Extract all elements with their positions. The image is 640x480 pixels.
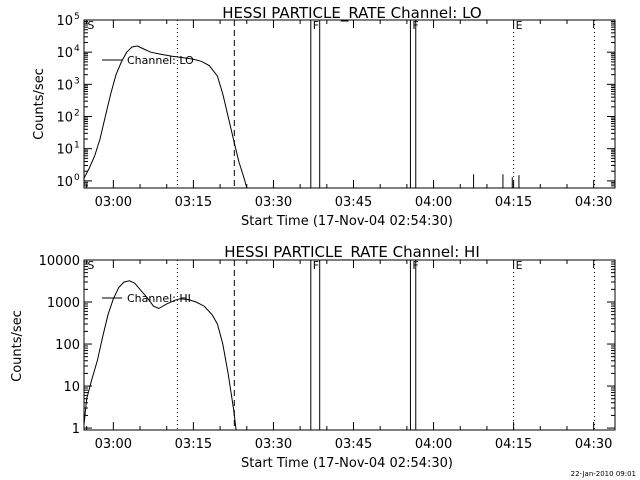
x-tick-label: 03:00: [95, 437, 132, 452]
y-tick-label: 10: [56, 14, 73, 29]
y-tick-exponent: 4: [74, 44, 80, 54]
y-tick-exponent: 5: [74, 12, 80, 22]
panel-lo: HESSI PARTICLE_RATE Channel: LO 03:00 03:…: [32, 4, 616, 229]
x-tick-label: 04:15: [495, 437, 532, 452]
y-tick-label: 10000: [39, 254, 80, 269]
y-axis-label: Counts/sec: [32, 68, 47, 140]
x-tick-label: 04:30: [575, 437, 612, 452]
y-tick-label: 10: [56, 46, 73, 61]
y-tick-label: 1: [72, 422, 80, 437]
y-tick-exponent: 3: [74, 76, 80, 86]
x-axis-label: Start Time (17-Nov-04 02:54:30): [241, 214, 453, 229]
x-tick-label: 03:15: [175, 437, 212, 452]
x-tick-label: 03:45: [335, 195, 372, 210]
x-tick-label: 03:00: [95, 195, 132, 210]
x-tick-label: 03:45: [335, 437, 372, 452]
chart-title: HESSI PARTICLE_RATE Channel: LO: [222, 4, 481, 23]
y-tick-base: 10: [56, 143, 73, 158]
series-line: [83, 45, 248, 189]
axis-ticks: 03:00 03:15 03:30 03:45 04:00 04:15 04:30 1 10 10…: [39, 254, 615, 452]
y-tick-base: 10: [56, 46, 73, 61]
chart-title: HESSI PARTICLE_RATE Channel: HI: [224, 243, 480, 262]
flag-label: E: [516, 259, 523, 272]
flag-label: F: [313, 259, 319, 272]
legend-label: Channel: HI: [127, 292, 191, 305]
flag-label: F: [412, 19, 418, 32]
x-tick-label: 03:30: [255, 195, 292, 210]
flag-label: E: [516, 19, 523, 32]
plot-frame: [83, 19, 616, 189]
y-tick-label: 10: [56, 143, 73, 158]
footer-date: 22-Jan-2010 09:01: [571, 470, 636, 478]
x-tick-label: 03:15: [175, 195, 212, 210]
y-tick-label: 10: [56, 78, 73, 93]
x-tick-label: 04:15: [495, 195, 532, 210]
flag-label: S: [87, 259, 94, 272]
y-tick-label: 10: [56, 111, 73, 126]
y-tick-label: 10: [63, 380, 80, 395]
series-group: [83, 45, 520, 189]
y-tick-label: 100: [55, 338, 80, 353]
x-axis-label: Start Time (17-Nov-04 02:54:30): [241, 456, 453, 471]
y-tick-exponent: 0: [74, 173, 80, 183]
legend-label: Channel: LO: [127, 54, 194, 67]
y-tick-base: 10: [56, 111, 73, 126]
x-tick-label: 04:00: [415, 195, 452, 210]
flag-label: F: [313, 19, 319, 32]
legend: Channel: HI: [102, 292, 191, 305]
y-tick-exponent: 2: [74, 109, 80, 119]
y-tick-base: 10: [56, 78, 73, 93]
y-tick-exponent: 1: [74, 141, 80, 151]
flag-label: F: [412, 259, 418, 272]
series-group: [83, 280, 237, 431]
y-tick-label: 1000: [47, 296, 80, 311]
flag-label: S: [87, 19, 94, 32]
legend: Channel: LO: [102, 54, 194, 67]
panel-hi: HESSI PARTICLE_RATE Channel: HI 03:00 03:…: [10, 243, 616, 471]
y-axis-label: Counts/sec: [10, 310, 25, 382]
series-line: [83, 280, 237, 431]
y-tick-label: 10: [56, 175, 73, 190]
y-tick-base: 10: [56, 175, 73, 190]
x-tick-label: 03:30: [255, 437, 292, 452]
x-tick-label: 04:30: [575, 195, 612, 210]
y-tick-base: 10: [56, 14, 73, 29]
plot-frame: [83, 259, 616, 431]
x-tick-label: 04:00: [415, 437, 452, 452]
